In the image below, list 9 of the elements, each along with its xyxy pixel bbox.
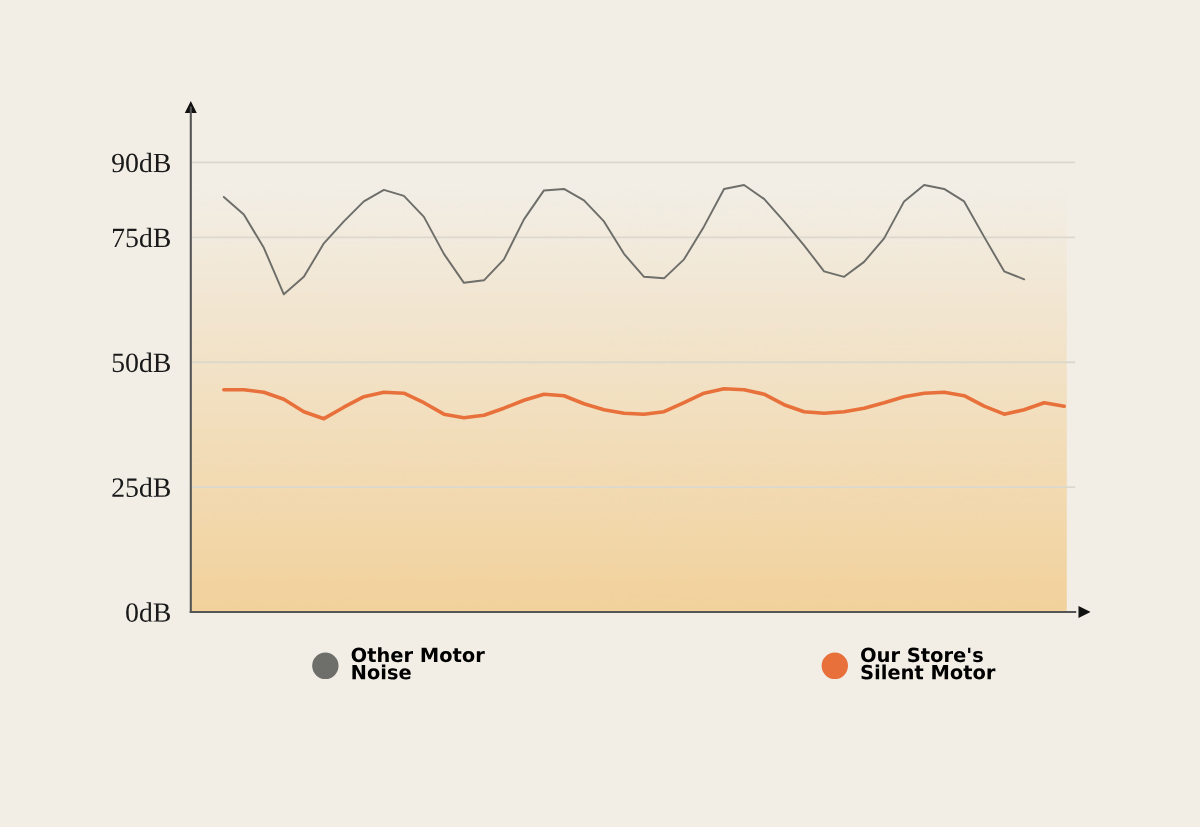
legend-label: Our Store's Silent Motor [861, 647, 996, 680]
y-tick-label: 50dB [112, 352, 170, 373]
y-tick-label: 25dB [112, 477, 170, 498]
y-tick-label: 90dB [112, 152, 170, 173]
y-tick-label: 0dB [126, 602, 170, 622]
y-tick-label: 75dB [112, 227, 170, 248]
line-series [222, 183, 1026, 296]
legend-label: Other Motor Noise [351, 647, 485, 680]
line-series [222, 386, 1067, 421]
